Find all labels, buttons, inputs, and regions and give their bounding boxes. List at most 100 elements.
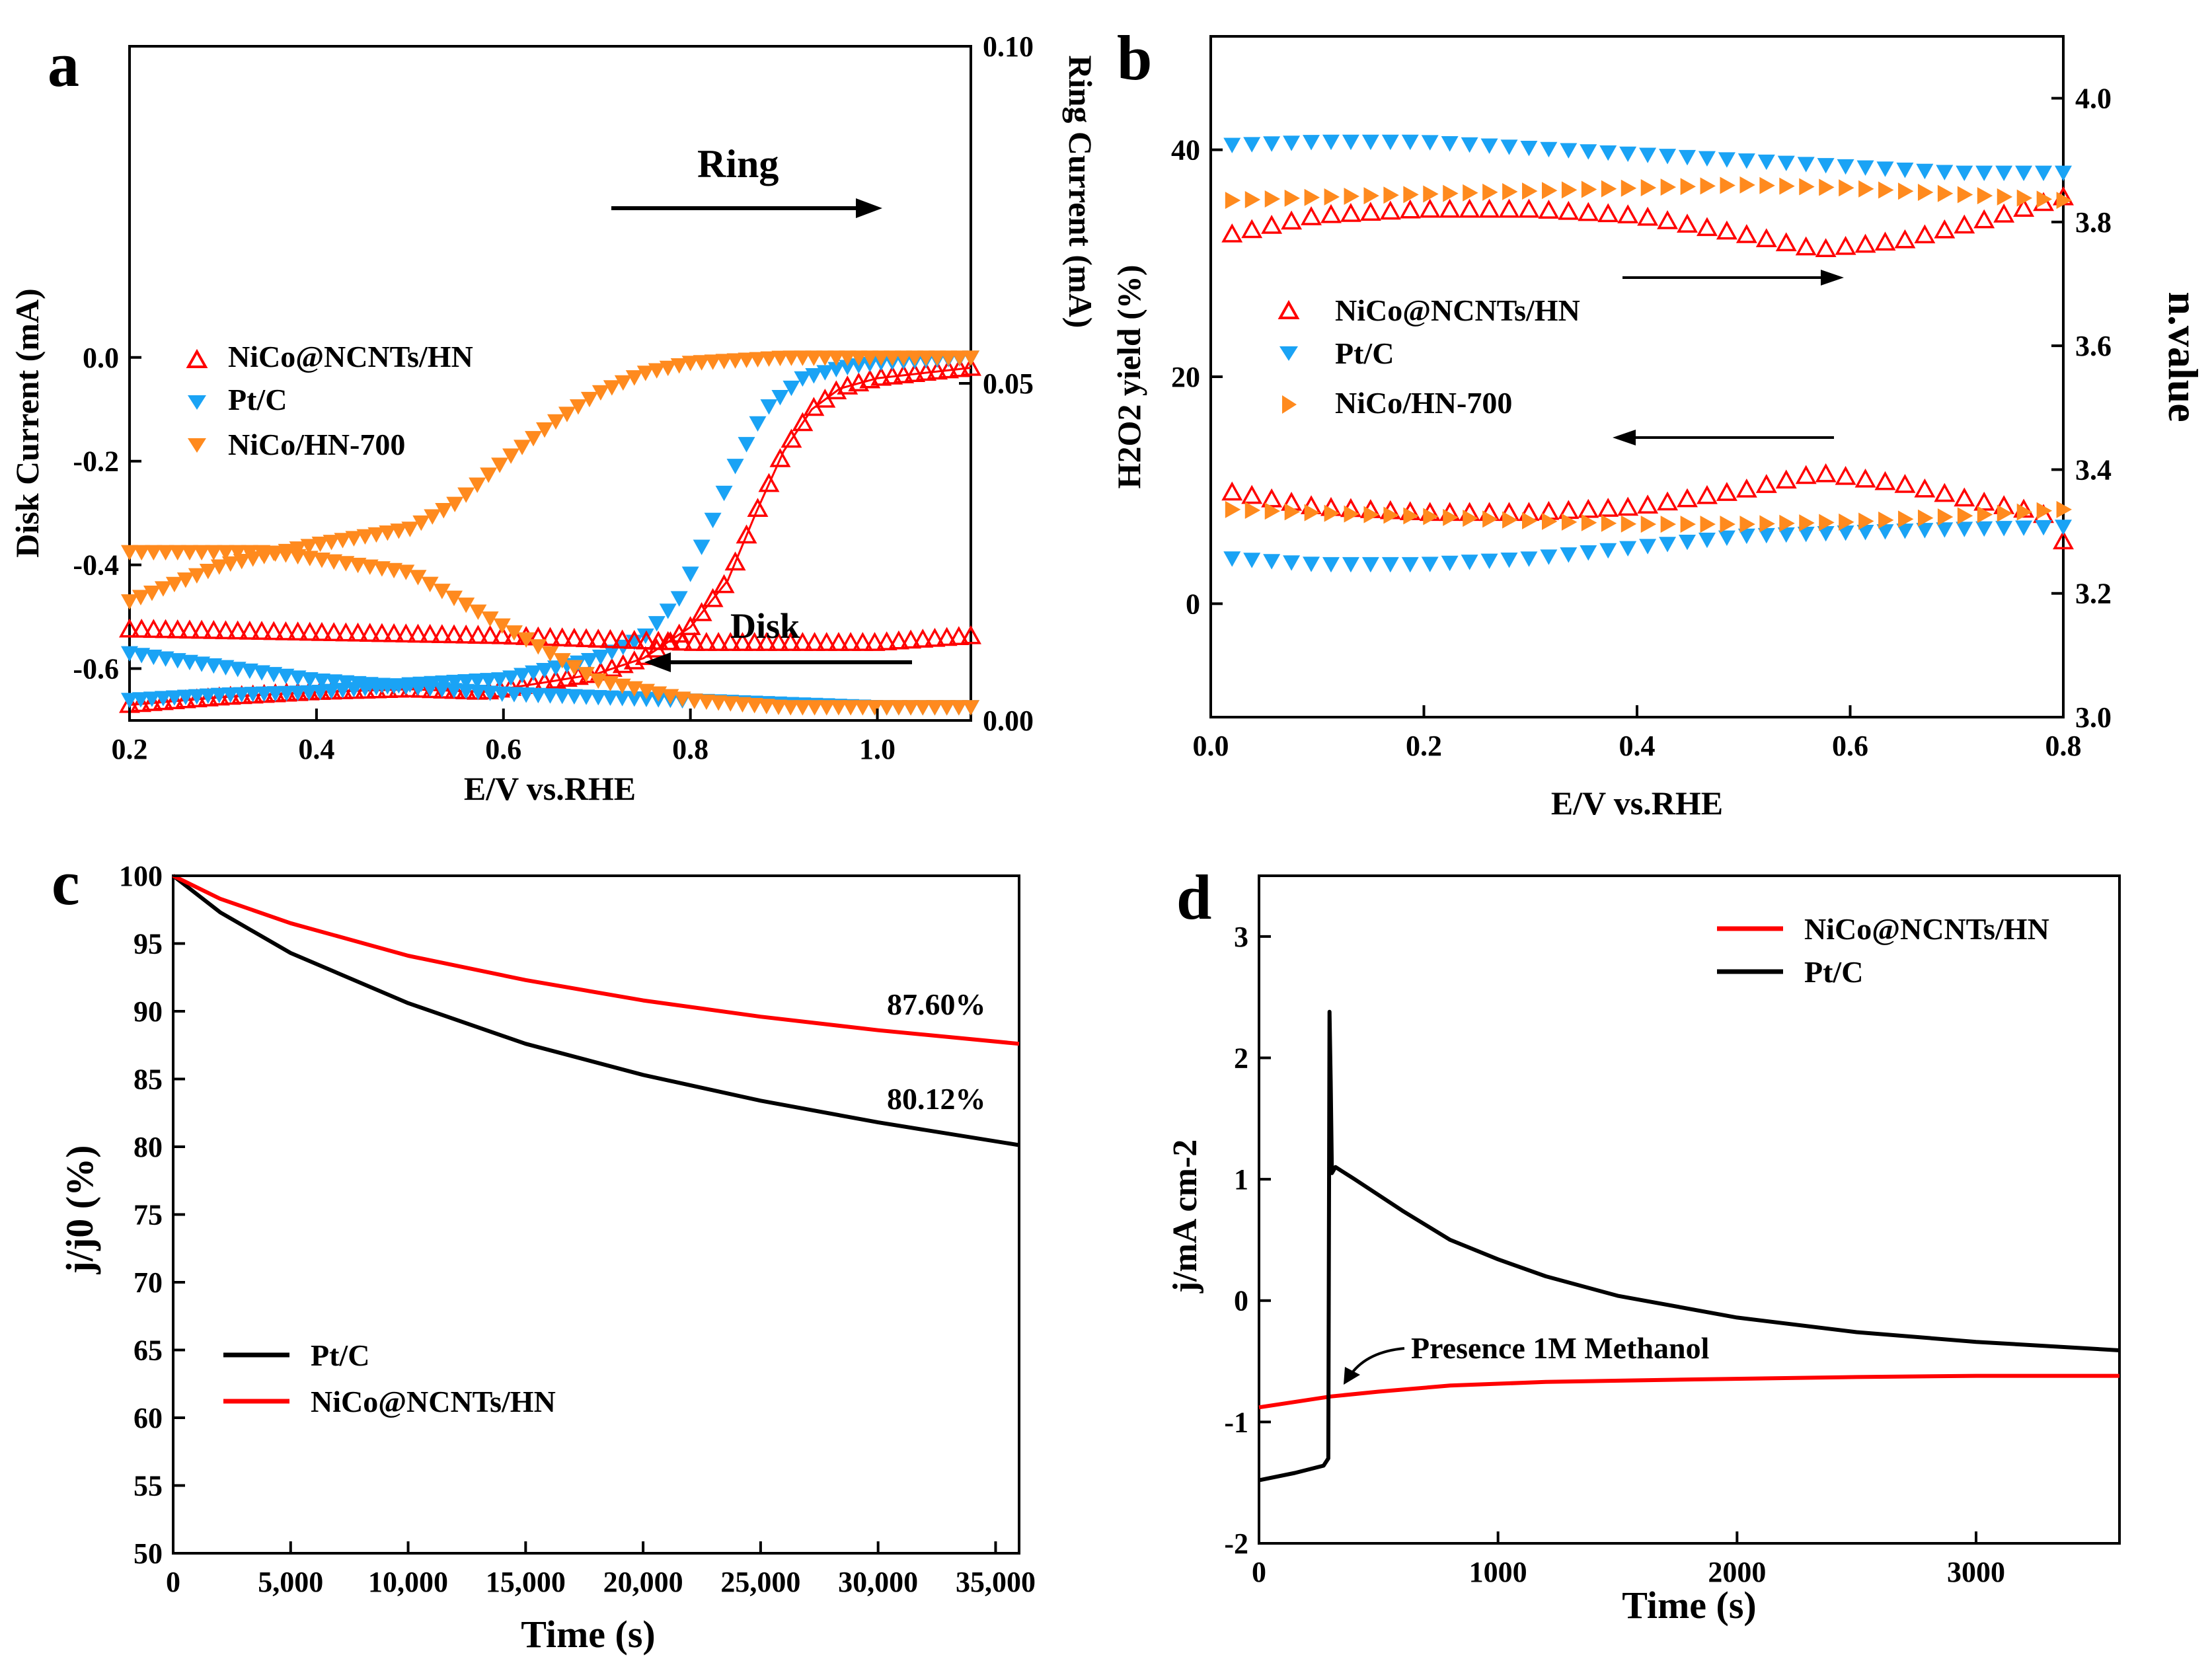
panel-c-series-1-line [172, 874, 1020, 1046]
panel-c-y-tick-label: 75 [133, 1199, 163, 1231]
panel-a-series-0-point [152, 691, 174, 711]
panel-a-series-2-point [580, 391, 598, 408]
panel-a-series-2-point [502, 448, 520, 464]
panel-b-series-4-point [1679, 535, 1697, 551]
panel-a-series-5-point [782, 700, 800, 716]
panel-b-series-4-point [2055, 520, 2072, 535]
panel-d-y-tick-label: -2 [1224, 1527, 1248, 1560]
panel-b-series-5-point [1997, 504, 2013, 522]
panel-c-y-tick-label: 85 [133, 1063, 163, 1096]
panel-a-series-2-point [569, 399, 587, 415]
panel-c-legend-label-1: NiCo@NCNTs/HN [311, 1385, 556, 1418]
panel-a-series-0-point [769, 447, 791, 467]
panel-c-frame [172, 874, 1020, 1555]
panel-b-series-0-point [1775, 232, 1797, 252]
panel-c-legend: Pt/C NiCo@NCNTs/HN [223, 1338, 556, 1418]
panel-d-y-tick-label: 2 [1234, 1042, 1248, 1074]
panel-a-series-1-point [491, 672, 509, 688]
panel-a-series-5-point [565, 660, 583, 675]
panel-b-series-4-point [1223, 551, 1241, 567]
panel-b-series-4-point [1698, 532, 1716, 549]
panel-b-series-2-point [1779, 177, 1795, 195]
panel-a-series-2-point [311, 536, 329, 553]
panel-b-series-0-point [1518, 198, 1540, 218]
panel-b-x-tick-label: 0.0 [1193, 730, 1229, 762]
panel-a-series-2-point [940, 350, 958, 366]
panel-a-series-5-point [421, 576, 439, 593]
panel-a-series-5-point [145, 545, 163, 560]
panel-a-series-5-point [842, 700, 860, 716]
panel-b-series-3-point [1795, 465, 1817, 484]
panel-b-series-0-point [1637, 206, 1659, 226]
panel-b-series-1-point [1342, 134, 1359, 151]
panel-b-series-1-point [1500, 139, 1518, 155]
panel-b-series-2-point [1344, 187, 1359, 205]
panel-a-series-3-point [900, 629, 922, 649]
panel-b-series-4-point [1441, 555, 1459, 572]
panel-b-x-label: E/V vs.RHE [1551, 785, 1723, 822]
panel-a-series-3-point [239, 620, 260, 640]
panel-a-y2-label: Ring Current (mA) [1062, 56, 1099, 328]
panel-a-series-5-point [277, 547, 295, 563]
panel-a-series-1-point [188, 689, 206, 705]
panel-a-series-3-point [804, 632, 825, 651]
panel-b-series-4-point [1283, 555, 1301, 571]
panel-c-marks [172, 874, 1020, 1147]
panel-c-legend-label-0: Pt/C [311, 1338, 369, 1372]
panel-d-x-tick-label: 1000 [1469, 1556, 1527, 1588]
panel-a-series-3-point [539, 627, 561, 646]
panel-b-y2-tick-label: 3.4 [2075, 453, 2112, 486]
panel-a-series-2-point [782, 350, 800, 366]
panel-a-series-0-point [893, 364, 915, 383]
panel-b-series-4-point [1342, 557, 1359, 573]
panel-b-series-4 [1223, 520, 2072, 573]
panel-a-series-4-point [169, 653, 186, 669]
panel-b-y-label: H2O2 yield (%) [1110, 265, 1147, 489]
panel-a-series-2-point [176, 572, 194, 588]
panel-a-series-2-point [917, 350, 935, 366]
panel-a-series-5-point [337, 556, 355, 572]
panel-a-series-1-point [726, 459, 744, 475]
panel-b-series-4-point [1896, 523, 1914, 539]
panel-a-y2-tick-label: 0.10 [983, 30, 1034, 63]
panel-a-series-2-point [199, 564, 217, 580]
panel-a-series-3-point [671, 631, 693, 651]
panel-b-series-5-point [1957, 507, 1973, 525]
panel-a-series-5-point [757, 699, 775, 714]
panel-a-series-2-point [300, 539, 318, 555]
panel-a-series-2-point [334, 533, 352, 549]
panel-a-series-2-point [491, 457, 509, 473]
panel-b-series-4-point [1599, 543, 1617, 559]
panel-b-series-5-point [1581, 514, 1597, 531]
panel-a-series-1-point [715, 485, 733, 502]
panel-c-y-tick-label: 50 [133, 1537, 163, 1570]
panel-b-series-3-point [1241, 484, 1263, 504]
panel-b-series-4-point [1737, 528, 1755, 545]
panel-b-x-tick-label: 0.2 [1406, 730, 1442, 762]
panel-a-series-3-point [792, 632, 814, 651]
panel-a-x-tick-label: 0.8 [672, 733, 708, 765]
panel-a-series-2-point [558, 406, 576, 422]
panel-b-series-0-point [1597, 203, 1619, 223]
panel-b-series-2-point [1324, 188, 1340, 206]
panel-b-series-2-point [1463, 184, 1478, 202]
panel-a-series-1-point [681, 566, 699, 582]
panel-a-series-4-point [265, 667, 283, 683]
panel-b-series-1-point [1361, 134, 1379, 151]
panel-b-series-4-point [1243, 553, 1261, 568]
panel-c-x-tick-label: 0 [166, 1566, 180, 1598]
panel-a-series-3-point [648, 631, 669, 650]
panel-a-series-2-point [839, 350, 857, 366]
panel-a-series-2-point [154, 581, 172, 597]
panel-a-series-4-point [253, 665, 271, 681]
panel-a-series-3-point [636, 630, 657, 650]
panel-a-series-4-point [397, 679, 415, 695]
panel-b-y-tick-label: 0 [1186, 588, 1200, 620]
panel-b-series-3-point [1617, 496, 1639, 516]
panel-a-series-1-point [244, 687, 262, 703]
panel-a-series-4-point [578, 689, 595, 705]
panel-b-y2-tick-label: 3.8 [2075, 206, 2112, 239]
panel-a-series-5-point [829, 700, 847, 716]
panel-a-series-3-point [287, 621, 309, 641]
panel-b-y2-tick-label: 3.0 [2075, 701, 2112, 734]
